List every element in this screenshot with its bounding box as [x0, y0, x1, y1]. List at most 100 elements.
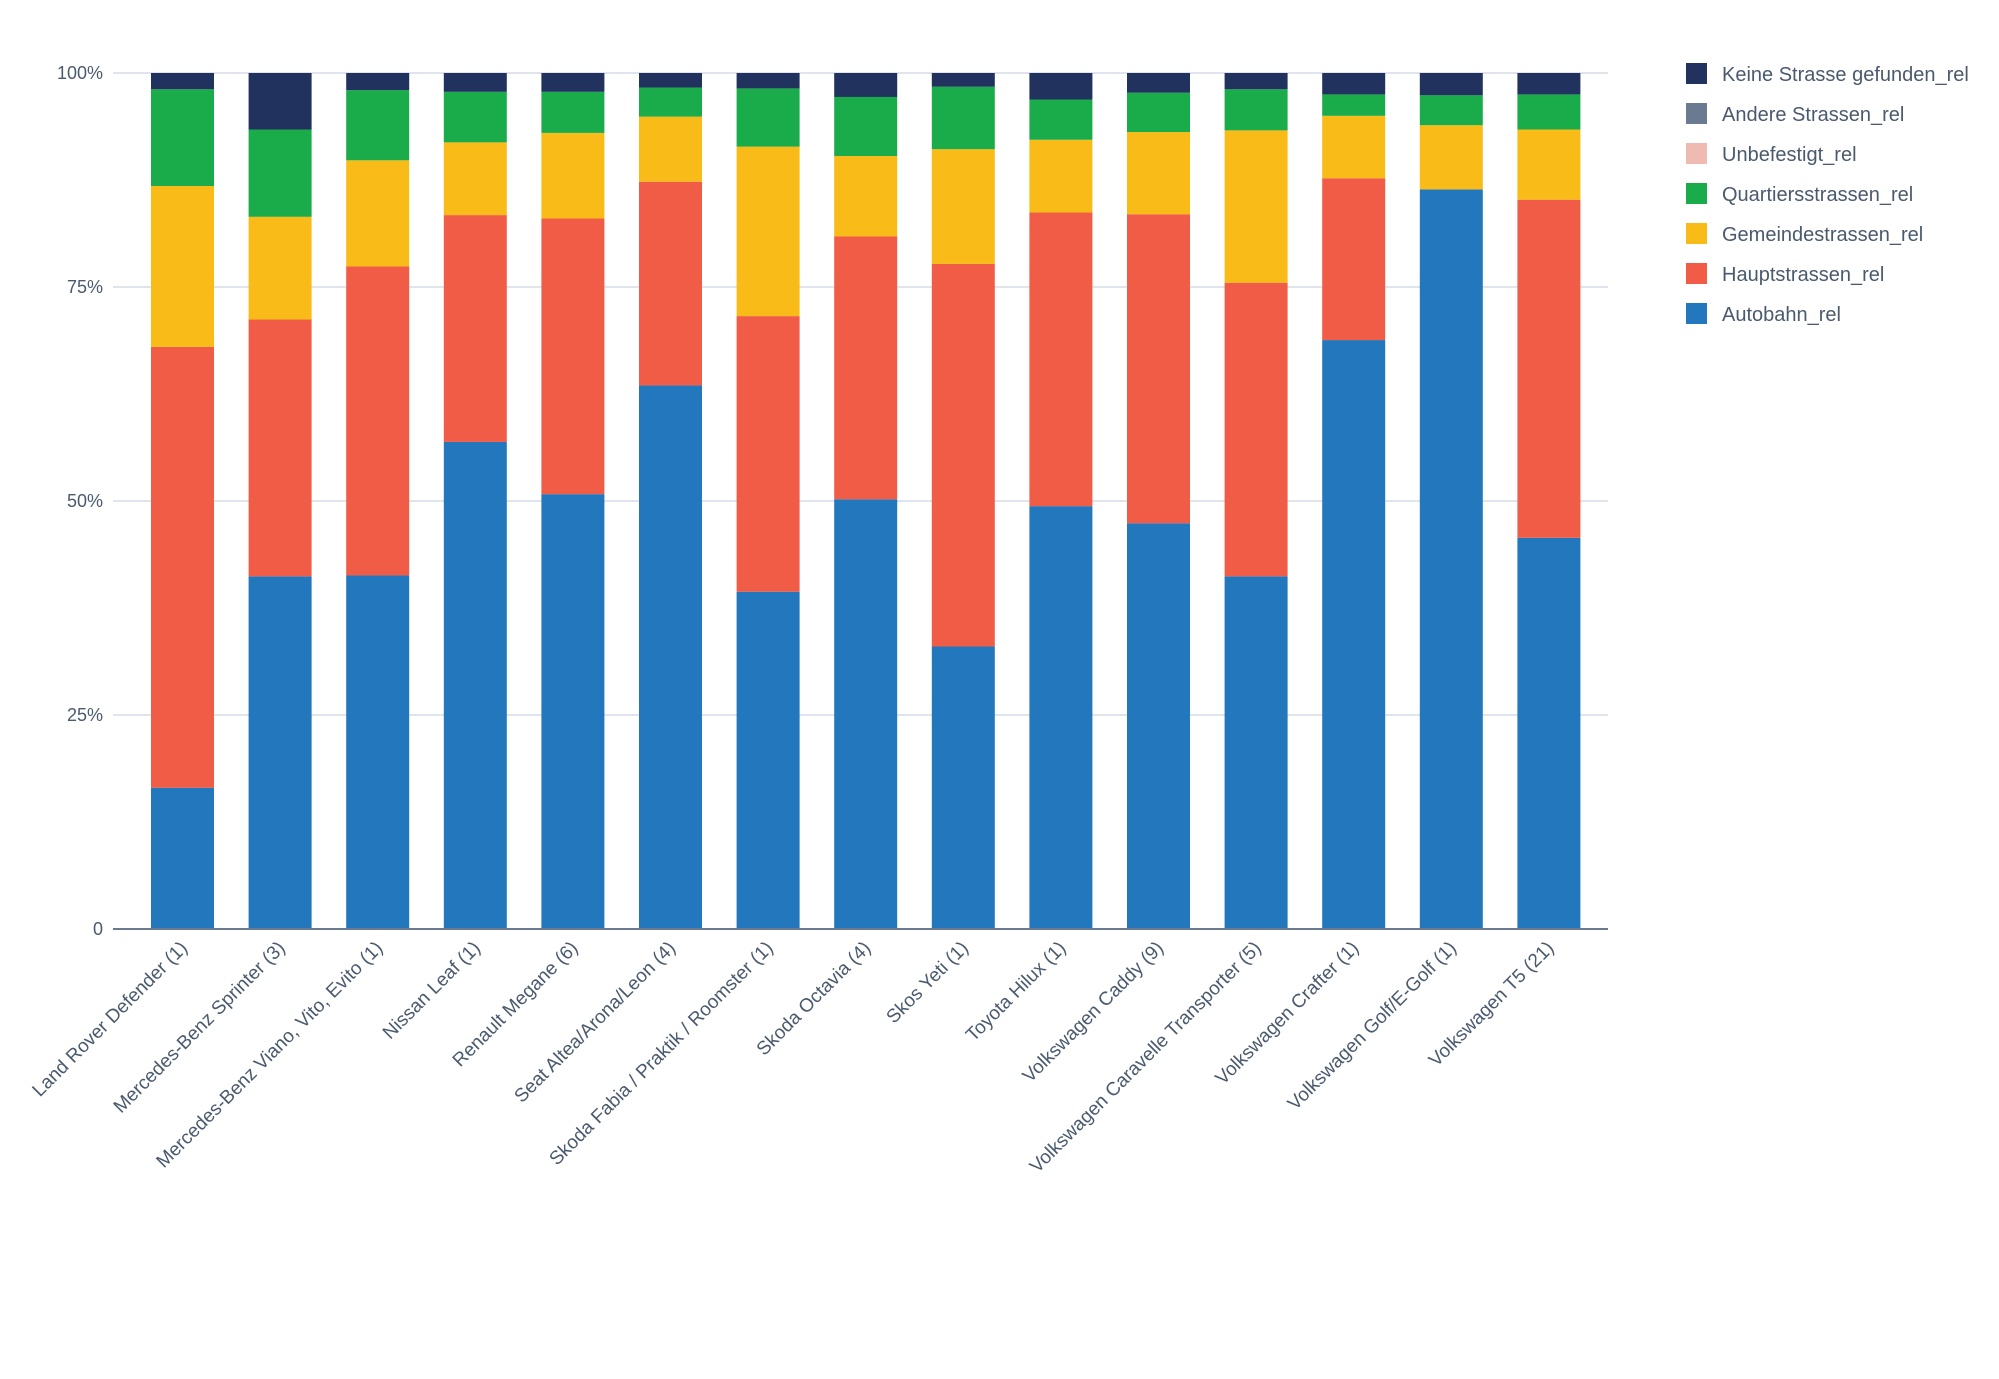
bar-segment-autobahn-rel: [346, 575, 410, 929]
bar-segment-gemeindestrassen-rel: [931, 149, 995, 264]
bar-segment-hauptstrassen-rel: [443, 215, 507, 442]
legend-label: Quartiersstrassen_rel: [1722, 184, 1913, 206]
bar-segment-gemeindestrassen-rel: [1517, 129, 1581, 200]
bar-segment-gemeindestrassen-rel: [1127, 132, 1190, 215]
x-tick-label: Seat Altea/Arona/Leon (4): [511, 938, 680, 1107]
legend-swatch: [1686, 63, 1707, 84]
y-tick-label: 0: [93, 919, 103, 939]
y-tick-label: 25%: [67, 705, 103, 725]
bar-segment-hauptstrassen-rel: [834, 236, 898, 500]
bar-segment-hauptstrassen-rel: [1517, 199, 1581, 538]
bar-segment-autobahn-rel: [1127, 523, 1190, 929]
bar-segment-hauptstrassen-rel: [1224, 282, 1288, 577]
x-tick-label: Toyota Hilux (1): [962, 938, 1070, 1046]
bar-segment-autobahn-rel: [931, 646, 995, 929]
y-tick-label: 50%: [67, 491, 103, 511]
bar-segment-quartiersstrassen-rel: [346, 90, 410, 161]
bar-segment-quartiersstrassen-rel: [248, 129, 312, 217]
bar-segment-autobahn-rel: [151, 787, 214, 929]
bar-segment-quartiersstrassen-rel: [736, 88, 800, 147]
x-tick-label: Volkswagen Golf/E-Golf (1): [1284, 938, 1461, 1115]
bar-segment-keine-strasse-gefunden-rel: [639, 73, 702, 88]
bar-segment-autobahn-rel: [1419, 189, 1483, 929]
bar-segment-hauptstrassen-rel: [151, 346, 214, 788]
bar-segment-hauptstrassen-rel: [1127, 214, 1190, 524]
bar-segment-keine-strasse-gefunden-rel: [1517, 73, 1581, 95]
bar-segment-quartiersstrassen-rel: [1224, 89, 1288, 131]
bar-segment-quartiersstrassen-rel: [541, 91, 605, 133]
bar-segment-keine-strasse-gefunden-rel: [834, 73, 898, 97]
x-tick-label: Skos Yeti (1): [883, 938, 973, 1028]
bar-segment-quartiersstrassen-rel: [443, 91, 507, 143]
bar-segment-quartiersstrassen-rel: [834, 96, 898, 157]
bar-segment-quartiersstrassen-rel: [1419, 95, 1483, 126]
bar-segment-gemeindestrassen-rel: [834, 156, 898, 237]
bar-segment-autobahn-rel: [736, 591, 800, 929]
bar-segment-gemeindestrassen-rel: [541, 132, 605, 219]
bar-segment-keine-strasse-gefunden-rel: [1029, 73, 1093, 100]
bar-segment-keine-strasse-gefunden-rel: [248, 73, 312, 130]
bar-segment-gemeindestrassen-rel: [151, 185, 214, 347]
bar-segment-autobahn-rel: [541, 494, 605, 929]
bar-segment-hauptstrassen-rel: [541, 218, 605, 495]
bar-segment-hauptstrassen-rel: [931, 263, 995, 647]
bar-segment-gemeindestrassen-rel: [346, 160, 410, 267]
legend-swatch: [1686, 303, 1707, 324]
y-tick-label: 100%: [57, 63, 103, 83]
bar-segment-keine-strasse-gefunden-rel: [1419, 73, 1483, 96]
bar-segment-keine-strasse-gefunden-rel: [1127, 73, 1190, 93]
bar-segment-autobahn-rel: [1224, 576, 1288, 929]
bar-segment-quartiersstrassen-rel: [639, 87, 702, 117]
bar-segment-gemeindestrassen-rel: [443, 142, 507, 216]
bar-segment-hauptstrassen-rel: [346, 266, 410, 576]
legend-label: Gemeindestrassen_rel: [1722, 224, 1923, 246]
bar-segment-gemeindestrassen-rel: [1419, 125, 1483, 190]
bar-segment-autobahn-rel: [834, 499, 898, 929]
bar-segment-gemeindestrassen-rel: [248, 216, 312, 320]
bars: [151, 73, 1581, 929]
legend-swatch: [1686, 223, 1707, 244]
bar-segment-keine-strasse-gefunden-rel: [151, 73, 214, 90]
bar-segment-quartiersstrassen-rel: [931, 86, 995, 150]
bar-segment-autobahn-rel: [248, 576, 312, 929]
legend-label: Andere Strassen_rel: [1722, 104, 1904, 126]
bar-segment-autobahn-rel: [1029, 506, 1093, 929]
bar-segment-quartiersstrassen-rel: [1029, 99, 1093, 140]
bar-segment-quartiersstrassen-rel: [1322, 94, 1386, 116]
bar-segment-autobahn-rel: [639, 385, 702, 929]
legend-label: Hauptstrassen_rel: [1722, 264, 1884, 286]
legend-label: Keine Strasse gefunden_rel: [1722, 64, 1969, 86]
legend-swatch: [1686, 103, 1707, 124]
y-axis-ticks: 0 25% 50% 75% 100%: [57, 63, 103, 939]
x-tick-label: Skoda Fabia / Praktik / Roomster (1): [546, 938, 778, 1170]
bar-segment-quartiersstrassen-rel: [151, 89, 214, 186]
bar-segment-quartiersstrassen-rel: [1517, 94, 1581, 130]
legend-label: Unbefestigt_rel: [1722, 144, 1857, 166]
legend-swatch: [1686, 143, 1707, 164]
bar-segment-keine-strasse-gefunden-rel: [443, 73, 507, 92]
bar-segment-hauptstrassen-rel: [736, 316, 800, 592]
bar-segment-autobahn-rel: [1517, 537, 1581, 929]
x-tick-label: Nissan Leaf (1): [379, 938, 485, 1044]
bar-segment-keine-strasse-gefunden-rel: [931, 73, 995, 87]
legend: Keine Strasse gefunden_rel Andere Strasse…: [1686, 63, 1969, 326]
bar-segment-gemeindestrassen-rel: [1322, 115, 1386, 179]
x-axis-labels: Land Rover Defender (1)Mercedes-Benz Spr…: [29, 938, 1559, 1178]
y-tick-label: 75%: [67, 277, 103, 297]
bar-segment-autobahn-rel: [1322, 340, 1386, 929]
bar-segment-keine-strasse-gefunden-rel: [346, 73, 410, 91]
bar-segment-keine-strasse-gefunden-rel: [1322, 73, 1386, 95]
bar-segment-hauptstrassen-rel: [1029, 212, 1093, 507]
bar-segment-autobahn-rel: [443, 441, 507, 929]
bar-segment-gemeindestrassen-rel: [1224, 130, 1288, 283]
bar-segment-quartiersstrassen-rel: [1127, 92, 1190, 133]
legend-swatch: [1686, 263, 1707, 284]
bar-segment-gemeindestrassen-rel: [1029, 139, 1093, 213]
bar-segment-hauptstrassen-rel: [639, 181, 702, 386]
bar-segment-keine-strasse-gefunden-rel: [736, 73, 800, 89]
bar-segment-gemeindestrassen-rel: [639, 116, 702, 182]
legend-label: Autobahn_rel: [1722, 304, 1841, 326]
x-tick-label: Land Rover Defender (1): [29, 938, 192, 1101]
bar-segment-gemeindestrassen-rel: [736, 146, 800, 317]
